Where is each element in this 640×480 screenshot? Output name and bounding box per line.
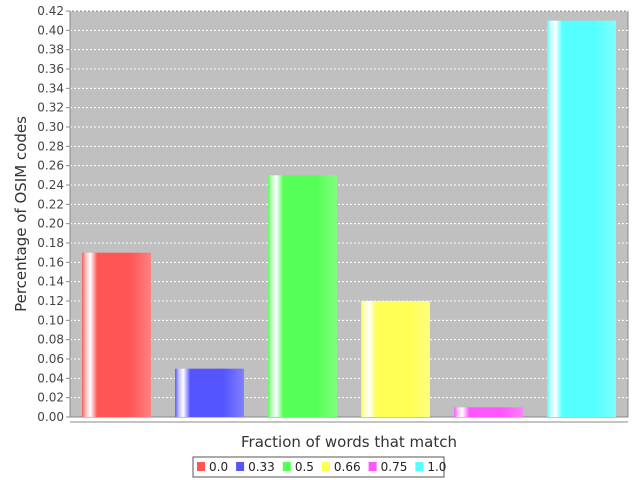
legend-item-label: 0.5 <box>295 460 314 474</box>
legend-swatch <box>236 462 245 471</box>
legend: 0.0 0.33 0.5 0.66 0.75 1.0 <box>192 456 446 478</box>
legend-swatch <box>282 462 291 471</box>
y-tick-label: 0.04 <box>37 371 64 385</box>
legend-item-label: 0.33 <box>248 460 275 474</box>
y-axis-label: Percentage of OSIM codes <box>12 116 30 312</box>
bar-0.75 <box>454 407 523 417</box>
y-tick-label: 0.26 <box>37 159 64 173</box>
legend-item-label: 1.0 <box>427 460 446 474</box>
y-tick-label: 0.22 <box>37 197 64 211</box>
y-tick-label: 0.14 <box>37 275 64 289</box>
y-tick-label: 0.00 <box>37 410 64 424</box>
y-tick-label: 0.10 <box>37 313 64 327</box>
y-axis-ticks: 0.00 0.02 0.04 0.06 0.08 0.10 0.12 0.14 0.16 0.18… <box>37 4 70 424</box>
bar-0.5 <box>268 175 337 417</box>
bar-0.0 <box>82 252 151 417</box>
y-tick-label: 0.08 <box>37 333 64 347</box>
legend-swatch <box>321 462 330 471</box>
y-tick-label: 0.18 <box>37 236 64 250</box>
bar-0.33 <box>175 368 244 417</box>
legend-item-label: 0.75 <box>381 460 408 474</box>
legend-swatch <box>415 462 424 471</box>
plot-area <box>69 10 629 418</box>
y-tick-label: 0.38 <box>37 43 64 57</box>
y-tick-label: 0.02 <box>37 391 64 405</box>
bars <box>82 20 616 418</box>
y-tick-label: 0.42 <box>37 4 64 18</box>
y-tick-label: 0.34 <box>37 81 64 95</box>
grid-lines <box>70 10 628 399</box>
legend-swatch <box>368 462 377 471</box>
y-tick-label: 0.40 <box>37 23 64 37</box>
y-tick-label: 0.16 <box>37 255 64 269</box>
legend-item-label: 0.66 <box>334 460 361 474</box>
y-tick-label: 0.12 <box>37 294 64 308</box>
y-tick-label: 0.20 <box>37 217 64 231</box>
y-tick-label: 0.32 <box>37 101 64 115</box>
bar-0.66 <box>361 301 430 417</box>
y-tick-label: 0.36 <box>37 62 64 76</box>
x-axis-label: Fraction of words that match <box>241 433 457 451</box>
y-tick-label: 0.30 <box>37 120 64 134</box>
y-tick-label: 0.24 <box>37 178 64 192</box>
legend-box <box>192 456 445 478</box>
legend-item-label: 0.0 <box>209 460 228 474</box>
y-tick-label: 0.28 <box>37 139 64 153</box>
legend-swatch <box>197 462 205 471</box>
y-tick-label: 0.06 <box>37 352 64 366</box>
bar-1.0 <box>547 20 616 418</box>
